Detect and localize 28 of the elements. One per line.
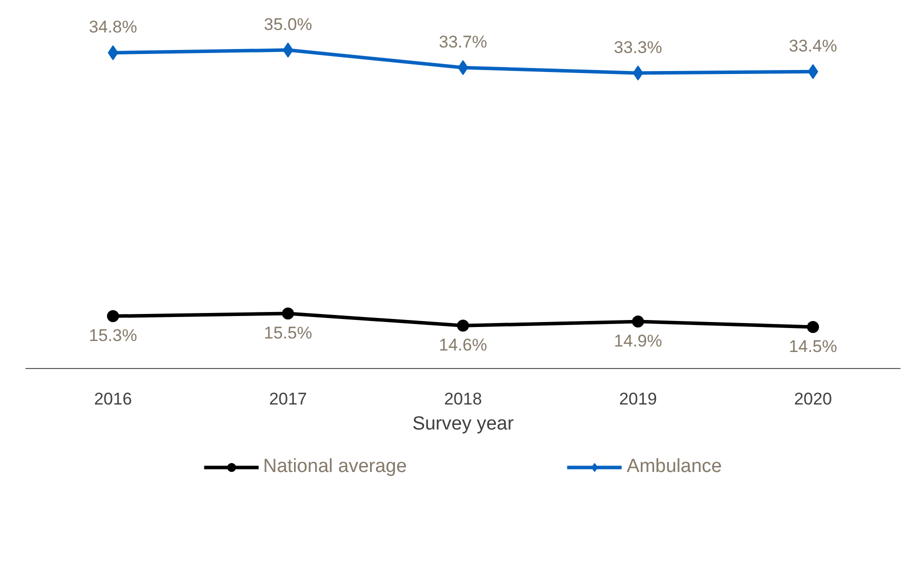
data-label: 14.9%: [614, 332, 662, 351]
data-label: 15.3%: [88, 326, 138, 346]
x-tick-label: 2018: [444, 390, 482, 408]
data-label: 14.6%: [438, 336, 488, 355]
x-tick-label: 2019: [619, 390, 657, 408]
point: [457, 320, 469, 332]
x-tick-label: 2017: [269, 390, 307, 408]
point: [632, 316, 644, 328]
data-label: 35.0%: [264, 15, 312, 34]
point: [808, 64, 818, 80]
data-label: 33.4%: [788, 36, 838, 56]
x-tick-label: 2016: [94, 390, 132, 408]
data-label: 34.8%: [88, 18, 138, 37]
x-tick-label: 2020: [794, 390, 832, 408]
point: [458, 60, 468, 76]
data-label: 15.5%: [264, 323, 312, 342]
legend-label: Ambulance: [626, 456, 722, 478]
point: [108, 45, 118, 60]
point: [632, 66, 644, 81]
data-label: 33.3%: [614, 38, 662, 58]
point: [282, 307, 294, 320]
point: [807, 320, 819, 333]
point: [282, 42, 294, 58]
point: [107, 310, 119, 322]
data-label: 14.5%: [788, 336, 838, 356]
legend-label: National average: [263, 456, 407, 478]
x-axis-title: Survey year: [412, 414, 514, 434]
data-label: 33.7%: [438, 32, 488, 52]
